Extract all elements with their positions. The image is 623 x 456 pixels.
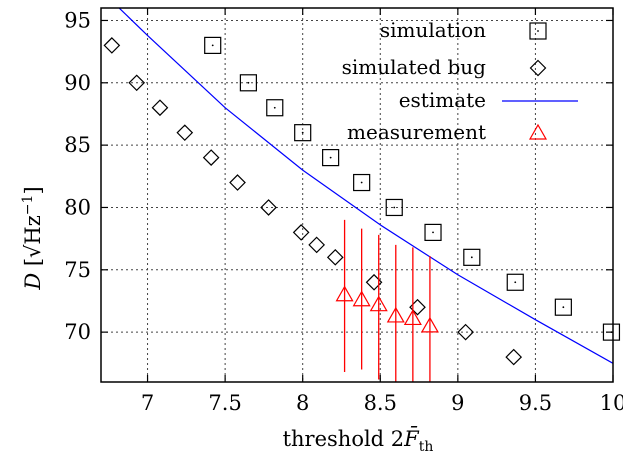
y-tick-label: 95 [64, 8, 91, 32]
simulated-bug-point [326, 248, 344, 266]
simulation-point-center [329, 156, 332, 159]
x-tick-label: 9 [451, 391, 464, 415]
simulation-point-center [247, 81, 250, 84]
estimate-line [118, 8, 613, 364]
y-tick-label: 85 [64, 133, 91, 157]
simulation-point [602, 323, 621, 341]
measurement-point [352, 290, 371, 307]
x-tick-label: 8.5 [364, 391, 397, 415]
x-tick-label: 9.5 [519, 391, 552, 415]
y-axis-label: D [√Hz−1] [20, 186, 45, 290]
simulated-bug-point [176, 124, 194, 142]
simulated-bug-point [260, 199, 277, 216]
legend-marker [529, 22, 547, 40]
markers [103, 36, 621, 382]
x-tick-label: 7.5 [208, 391, 241, 415]
simulation-point-center [393, 206, 396, 209]
x-axis-label: threshold 2F̄th [283, 426, 434, 455]
legend-label: estimate [399, 88, 486, 112]
simulation-point [204, 36, 222, 55]
simulation-point [506, 273, 524, 291]
simulation-point [294, 124, 312, 142]
simulation-point-center [273, 106, 276, 109]
legend-marker [529, 59, 547, 77]
simulated-bug-point [505, 348, 523, 366]
simulation-point [463, 248, 481, 266]
legend-marker-center [537, 30, 539, 32]
simulated-bug-point [151, 99, 169, 117]
measurement-point [335, 285, 354, 302]
legend-label: simulated bug [342, 55, 487, 79]
simulation-point-center [514, 281, 517, 284]
simulation-point [266, 99, 284, 117]
y-tick-label: 70 [64, 320, 91, 344]
simulation-point-center [360, 181, 363, 184]
legend: simulation simulated bug estimate measureme… [342, 18, 578, 144]
simulated-bug-point [103, 37, 121, 54]
measurement-point [403, 309, 422, 326]
plot-frame [100, 7, 614, 383]
simulation-point-center [211, 44, 214, 47]
y-tick-label: 80 [64, 195, 91, 219]
estimate-series [118, 8, 613, 364]
y-tick-label: 75 [64, 258, 91, 282]
simulation-point [385, 198, 403, 217]
simulation-point [353, 173, 371, 192]
x-tick-label: 10 [600, 391, 623, 415]
x-tick-label: 8 [296, 391, 309, 415]
x-tick-label: 7 [141, 391, 154, 415]
measurement-point [386, 306, 405, 323]
simulated-bug-point [308, 236, 326, 254]
y-tick-label: 90 [64, 71, 91, 95]
simulation-point [322, 149, 340, 167]
simulation-point [554, 298, 572, 316]
simulated-bug-point [457, 323, 474, 341]
simulated-bug-point [292, 224, 310, 241]
simulation-point-center [470, 256, 473, 259]
simulation-point-center [432, 231, 434, 234]
ticks: 7 7.5 8 8.5 9 9.5 10 70 75 80 85 90 95 [64, 8, 623, 415]
simulation-point-center [562, 306, 565, 309]
measurement-point [420, 316, 439, 333]
svg-text:D [√Hz−1]: D [√Hz−1] [20, 186, 45, 290]
simulated-bug-point [128, 74, 146, 92]
grid [101, 8, 613, 382]
simulation-point [424, 223, 442, 241]
legend-label: simulation [380, 18, 486, 42]
simulated-bug-point [229, 174, 246, 191]
measurement-point [369, 295, 388, 312]
simulated-bug-point [202, 149, 220, 166]
simulation-point [239, 74, 257, 92]
legend-label: measurement [347, 120, 486, 144]
simulation-point-center [301, 131, 304, 134]
legend-marker [528, 123, 548, 140]
